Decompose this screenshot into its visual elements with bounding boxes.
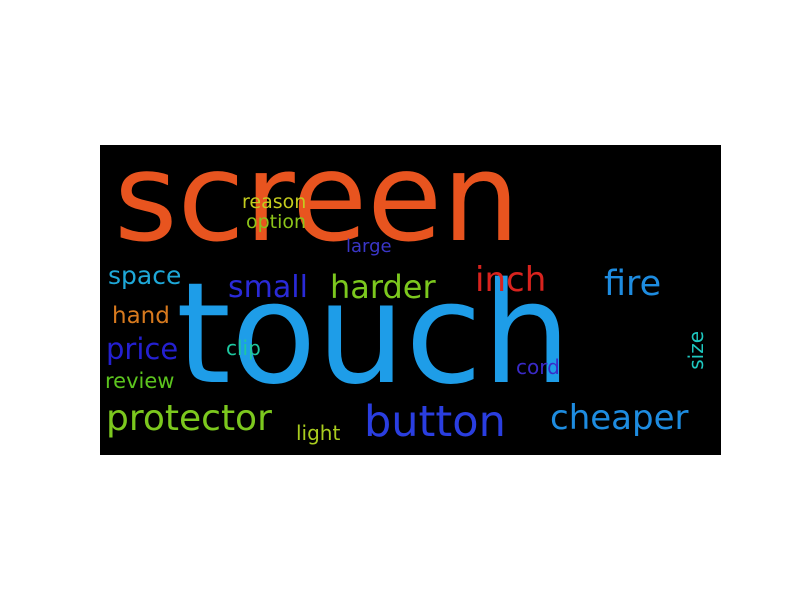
word-large: large bbox=[346, 236, 392, 257]
word-small: small bbox=[228, 270, 308, 305]
word-option: option bbox=[246, 211, 307, 233]
word-reason: reason bbox=[242, 191, 307, 213]
word-harder: harder bbox=[330, 268, 436, 306]
word-price: price bbox=[106, 332, 179, 366]
word-protector: protector bbox=[106, 398, 272, 439]
word-review: review bbox=[105, 369, 175, 393]
word-cloud: screen touch reason option large space s… bbox=[100, 145, 721, 455]
word-cheaper: cheaper bbox=[550, 398, 689, 438]
word-fire: fire bbox=[604, 264, 662, 304]
word-button: button bbox=[364, 397, 506, 447]
word-screen: screen bbox=[114, 145, 520, 269]
word-touch: touch bbox=[176, 253, 571, 416]
word-hand: hand bbox=[112, 303, 170, 329]
word-space: space bbox=[108, 261, 182, 290]
word-inch: inch bbox=[475, 260, 547, 300]
word-cord: cord bbox=[516, 355, 560, 379]
word-size: size bbox=[684, 331, 708, 370]
word-clip: clip bbox=[226, 336, 261, 360]
word-light: light bbox=[296, 421, 341, 445]
